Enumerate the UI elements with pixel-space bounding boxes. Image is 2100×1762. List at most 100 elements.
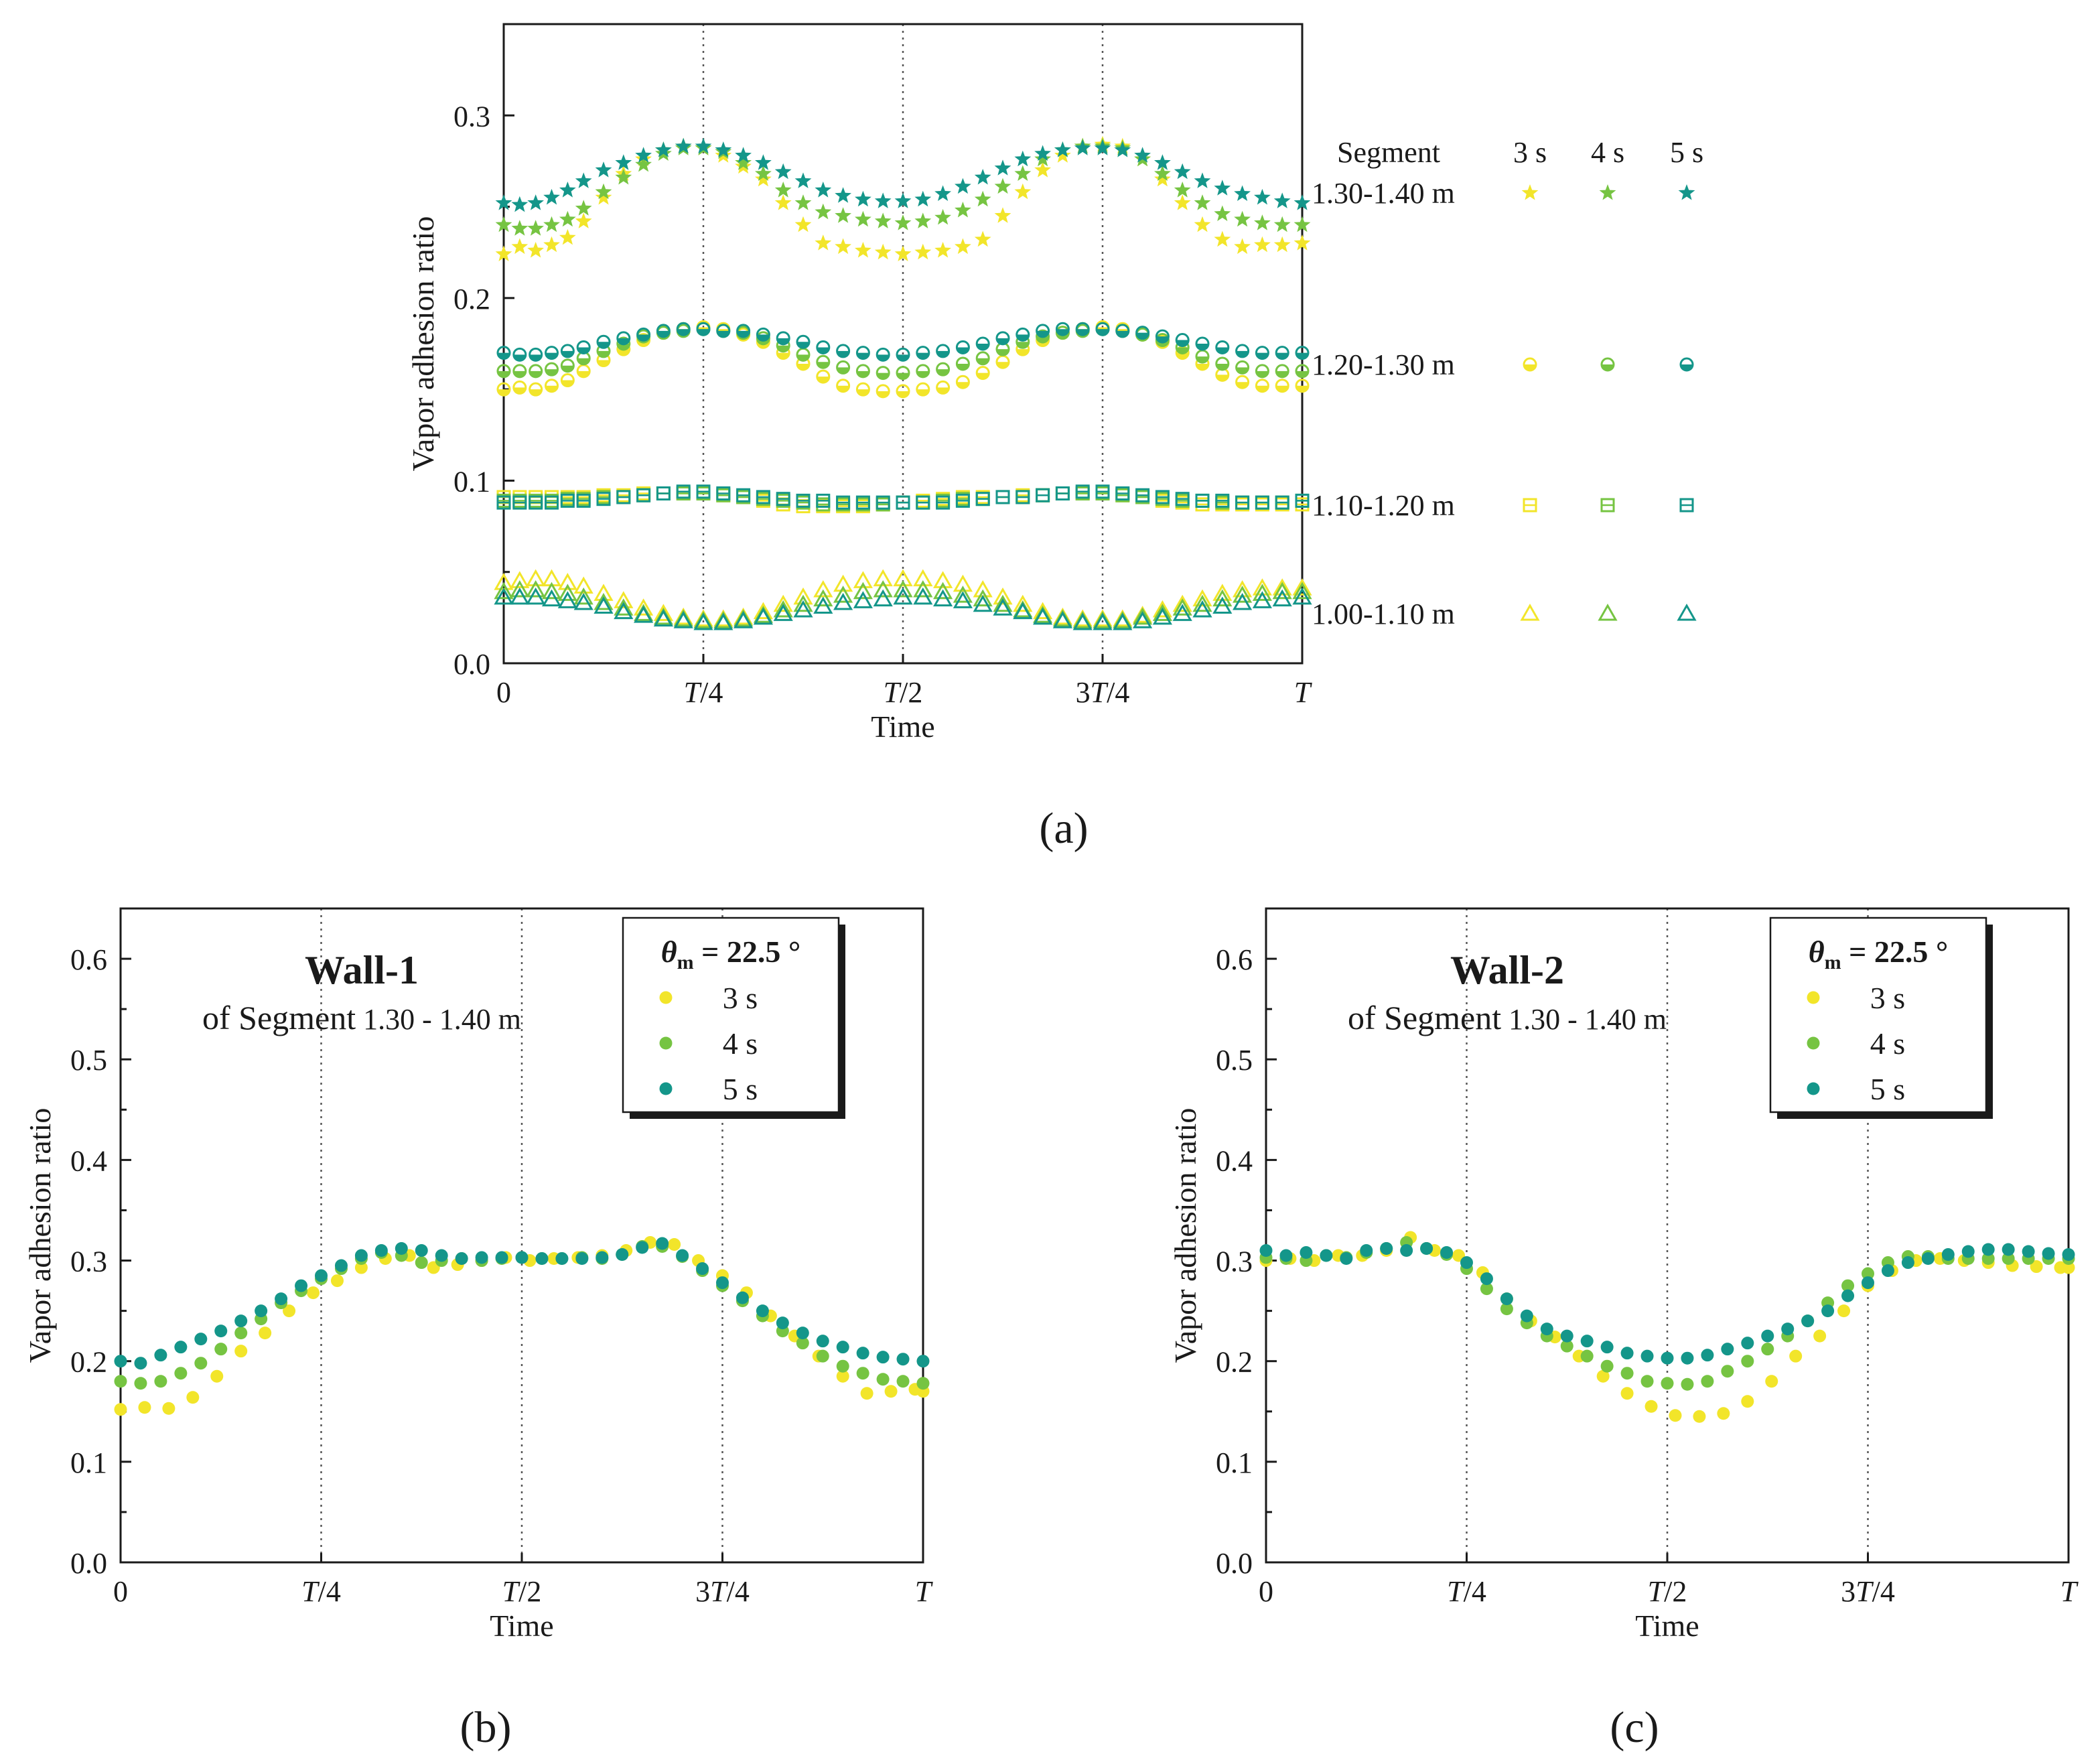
- a-point-3-0-9: [653, 604, 673, 621]
- a-point-0-2-30: [1074, 139, 1091, 155]
- c-point-1-11: [1480, 1282, 1493, 1296]
- a-point-1-0-39: [1255, 379, 1269, 393]
- b-legend-label-1: 4 s: [723, 1026, 758, 1061]
- c-point-1-36: [1981, 1252, 1995, 1266]
- c-point-2-39: [2042, 1247, 2055, 1260]
- a-point-3-0-17: [813, 580, 833, 598]
- a-point-1-1-41: [1295, 364, 1310, 379]
- b-point-0-2: [162, 1402, 176, 1415]
- b-ytick-label-2: 0.2: [70, 1346, 107, 1379]
- panel-label-b: (b): [460, 1703, 512, 1752]
- a-point-3-2-10: [673, 611, 693, 628]
- a-point-0-0-29: [1054, 147, 1071, 163]
- a-point-1-2-21: [896, 347, 910, 362]
- c-point-2-12: [1500, 1292, 1513, 1306]
- b-point-1-15: [415, 1256, 428, 1270]
- c-point-2-33: [1921, 1252, 1935, 1266]
- c-point-0-17: [1669, 1409, 1682, 1422]
- c-ytick-label-5: 0.5: [1216, 1044, 1253, 1077]
- b-point-2-30: [716, 1276, 729, 1290]
- a-point-0-2-24: [955, 178, 971, 194]
- a-point-3-1-40: [1272, 582, 1292, 600]
- a-point-3-2-27: [1013, 602, 1033, 620]
- b-point-2-25: [616, 1248, 629, 1262]
- a-point-3-1-38: [1233, 586, 1253, 603]
- a-point-3-2-29: [1052, 611, 1072, 628]
- c-point-2-36: [1981, 1243, 1995, 1256]
- b-point-0-5: [234, 1345, 248, 1358]
- a-legend-marker-3-2: [1677, 603, 1697, 621]
- a-point-1-2-35: [1175, 333, 1190, 348]
- b-xtick-label-3: 3T/4: [695, 1575, 750, 1608]
- a-point-0-1-23: [934, 208, 951, 225]
- a-point-3-2-21: [893, 587, 913, 605]
- a-point-2-2-7: [616, 490, 631, 504]
- a-point-1-2-13: [736, 324, 751, 338]
- a-legend-row-label-1: 1.20-1.30 m: [1312, 348, 1455, 381]
- a-point-2-2-11: [696, 484, 711, 499]
- a-point-2-2-39: [1255, 495, 1269, 510]
- c-point-0-24: [1837, 1304, 1851, 1318]
- a-point-2-2-40: [1275, 495, 1289, 510]
- b-point-0-10: [354, 1261, 368, 1274]
- c-xtick-label-0: 0: [1259, 1575, 1273, 1608]
- c-point-2-34: [1941, 1248, 1955, 1262]
- a-point-3-1-37: [1212, 589, 1233, 607]
- a-point-0-2-2: [527, 194, 544, 210]
- a-point-3-0-21: [893, 569, 913, 587]
- a-point-1-2-27: [1016, 327, 1030, 342]
- a-point-1-2-29: [1055, 322, 1070, 336]
- a-point-3-2-38: [1233, 593, 1253, 610]
- a-point-3-2-5: [573, 593, 593, 610]
- c-point-0-18: [1693, 1410, 1706, 1423]
- a-point-1-1-28: [1036, 329, 1050, 344]
- c-legend-label-0: 3 s: [1870, 981, 1905, 1015]
- a-point-3-2-32: [1113, 613, 1133, 630]
- a-legend-header: Segment: [1337, 136, 1440, 169]
- a-legend-marker-0-1: [1599, 184, 1616, 200]
- a-point-1-1-19: [855, 364, 870, 379]
- a-point-3-0-22: [913, 569, 933, 587]
- a-point-1-2-26: [995, 331, 1010, 346]
- panel-c-chart: 0.0 0.1 0.2 0.3 0.4 0.5 0.6 0 T/4 T/2 3T/4 T Time Vap…: [1168, 907, 2079, 1643]
- c-point-2-2: [1300, 1246, 1313, 1260]
- b-point-2-2: [154, 1349, 167, 1362]
- panel-a-chart: 0.0 0.1 0.2 0.3 0 T/4 T/2 3T/4 T Time Vapor adhesi…: [406, 23, 1703, 744]
- a-legend-row-label-2: 1.10-1.20 m: [1312, 489, 1455, 522]
- a-point-1-2-1: [512, 347, 527, 362]
- c-point-2-14: [1540, 1323, 1553, 1336]
- a-point-3-2-3: [541, 589, 562, 607]
- a-point-2-2-22: [916, 495, 930, 510]
- a-point-0-0-18: [835, 238, 851, 255]
- a-point-3-2-19: [853, 591, 873, 608]
- a-point-1-1-17: [816, 354, 831, 369]
- a-point-3-0-15: [773, 594, 793, 612]
- a-point-3-2-17: [813, 596, 833, 614]
- a-point-0-1-38: [1234, 210, 1251, 227]
- c-point-2-32: [1901, 1256, 1914, 1270]
- c-point-1-19: [1640, 1375, 1654, 1388]
- a-point-0-0-5: [575, 212, 592, 228]
- b-legend-marker-2: [659, 1082, 673, 1095]
- b-point-2-28: [676, 1249, 689, 1262]
- a-point-1-0-20: [876, 384, 890, 399]
- a-point-0-1-18: [835, 207, 851, 223]
- a-point-1-1-2: [529, 364, 543, 379]
- a-point-1-2-32: [1115, 324, 1130, 338]
- b-point-0-23: [668, 1238, 681, 1251]
- c-point-2-15: [1560, 1329, 1573, 1343]
- c-point-2-21: [1681, 1351, 1694, 1365]
- b-point-2-20: [515, 1251, 529, 1264]
- a-point-2-2-38: [1235, 495, 1250, 510]
- b-xtick-label-0: 0: [113, 1575, 128, 1608]
- a-point-0-0-26: [994, 207, 1011, 223]
- a-legend-marker-1-0: [1523, 357, 1537, 372]
- a-point-0-1-25: [974, 190, 991, 207]
- b-point-1-40: [916, 1377, 930, 1390]
- a-point-1-1-38: [1235, 360, 1250, 375]
- a-point-1-2-22: [916, 346, 930, 360]
- b-point-2-11: [334, 1259, 348, 1272]
- a-point-3-0-36: [1192, 589, 1212, 607]
- a-point-1-0-40: [1275, 379, 1289, 393]
- a-point-2-2-20: [876, 495, 890, 510]
